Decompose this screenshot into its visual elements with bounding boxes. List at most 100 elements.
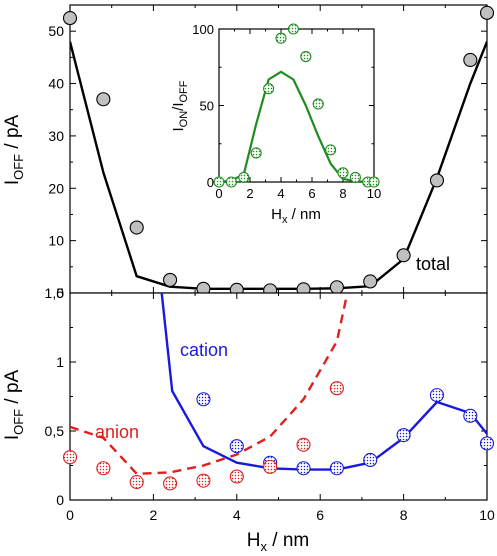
data-point <box>463 408 478 423</box>
plot-frame <box>69 292 488 501</box>
data-point <box>263 83 275 95</box>
data-point <box>300 50 312 63</box>
inset-x-axis-label: Hx / nm <box>271 206 321 226</box>
x-tick-label: 4 <box>233 507 241 523</box>
label-part: / nm <box>267 530 309 551</box>
data-point <box>363 452 378 468</box>
y-tick-label: 100 <box>192 22 214 37</box>
plot-frame <box>218 28 375 183</box>
label-part: H <box>247 530 261 551</box>
data-point <box>296 461 311 476</box>
y-tick-label: 40 <box>48 76 64 92</box>
bottom-panel: 0 2 4 6 8 10 0 0,5 1 1,5 IOFF / pA Hx / nm cation ani… <box>2 285 495 554</box>
data-point <box>163 272 178 287</box>
y-axis-label: IOFF / pA <box>2 369 26 440</box>
data-point <box>363 274 378 289</box>
x-tick-label: 8 <box>339 186 346 201</box>
data-point <box>296 437 311 452</box>
y-tick-label: 10 <box>48 233 64 249</box>
data-point <box>62 11 78 26</box>
inset-y-axis-label: ION/IOFF <box>170 80 190 131</box>
label-part: OFF <box>11 409 26 435</box>
x-tick-label: 10 <box>367 186 381 201</box>
y-tick-label: 50 <box>200 99 214 114</box>
anion-label: anion <box>95 422 139 442</box>
x-axis-label: Hx / nm <box>247 530 309 554</box>
data-point <box>479 436 495 451</box>
data-point <box>229 439 244 454</box>
data-point <box>329 280 344 295</box>
x-tick-label: 6 <box>308 186 315 201</box>
label-part: I <box>2 180 23 185</box>
data-point <box>325 144 337 156</box>
data-point <box>349 171 361 183</box>
label-part: / pA <box>2 114 23 153</box>
total-annotation: total <box>416 254 450 274</box>
label-part: H <box>271 206 282 223</box>
data-point <box>429 388 445 403</box>
series-layer <box>70 293 487 475</box>
y-tick-label: 30 <box>48 128 64 144</box>
data-point <box>275 32 287 44</box>
data-point <box>479 5 495 20</box>
y-tick-label: 0 <box>207 175 214 190</box>
y-tick-label: 20 <box>48 180 64 196</box>
data-point <box>129 220 144 235</box>
y-tick-label: 0,5 <box>45 423 65 439</box>
y-tick-label: 0 <box>56 492 64 508</box>
label-part: / pA <box>2 369 23 408</box>
label-part: OFF <box>11 154 26 180</box>
x-tick-label: 2 <box>150 507 158 523</box>
data-point <box>263 459 278 474</box>
x-tick-label: 4 <box>277 186 284 201</box>
label-part: /I <box>170 102 187 110</box>
data-point <box>62 450 78 465</box>
label-part: I <box>2 435 23 440</box>
y-tick-label: 1,5 <box>45 285 65 301</box>
data-point <box>213 176 225 188</box>
data-point <box>337 167 349 179</box>
label-part: x <box>261 539 268 554</box>
x-tick-label: 2 <box>246 186 253 201</box>
data-point <box>329 461 344 476</box>
data-point <box>225 176 237 188</box>
y-tick-label: 1 <box>56 354 64 370</box>
y-tick-label: 0 <box>56 285 64 301</box>
cation-label: cation <box>180 340 228 360</box>
data-point <box>229 469 244 484</box>
label-part: / nm <box>288 206 321 223</box>
label-part: I <box>170 127 187 131</box>
data-point <box>396 428 411 443</box>
data-point <box>312 98 324 110</box>
data-point <box>163 476 178 491</box>
label-part: ON <box>178 111 190 128</box>
series-line-0 <box>70 41 487 290</box>
data-point <box>196 392 211 407</box>
data-point <box>196 473 211 488</box>
data-point <box>250 147 262 159</box>
series-layer <box>70 41 487 290</box>
x-tick-label: 0 <box>215 186 222 201</box>
series-line-1 <box>70 293 349 475</box>
data-point <box>429 173 445 188</box>
data-point <box>368 176 380 188</box>
data-point <box>329 381 344 396</box>
series-line-0 <box>160 293 487 471</box>
data-point <box>238 171 250 183</box>
x-tick-label: 10 <box>479 507 495 523</box>
data-point <box>129 475 144 490</box>
data-point <box>396 248 411 263</box>
x-tick-label: 8 <box>400 507 408 523</box>
data-point <box>96 461 111 476</box>
x-tick-label: 6 <box>316 507 324 523</box>
data-point <box>96 92 111 107</box>
x-tick-label: 0 <box>66 507 74 523</box>
y-tick-label: 50 <box>48 23 64 39</box>
y-axis-label: IOFF / pA <box>2 114 26 185</box>
label-part: x <box>282 214 288 226</box>
label-part: OFF <box>178 80 190 102</box>
data-point <box>287 23 299 35</box>
data-point <box>463 52 478 68</box>
